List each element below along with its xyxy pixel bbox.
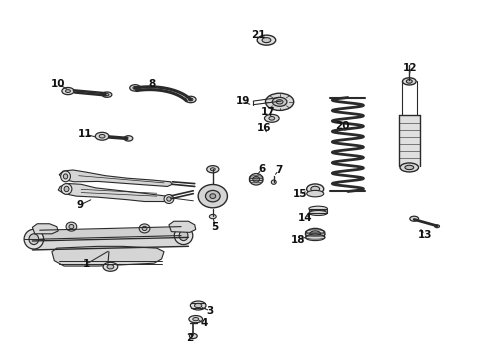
Ellipse shape bbox=[305, 234, 325, 240]
Text: 12: 12 bbox=[402, 63, 417, 73]
Text: 8: 8 bbox=[148, 79, 155, 89]
Ellipse shape bbox=[265, 93, 293, 111]
Ellipse shape bbox=[103, 262, 118, 271]
Ellipse shape bbox=[179, 230, 187, 240]
Ellipse shape bbox=[209, 215, 216, 219]
Ellipse shape bbox=[409, 216, 418, 221]
Ellipse shape bbox=[249, 174, 263, 185]
Text: 7: 7 bbox=[274, 165, 282, 175]
Ellipse shape bbox=[194, 303, 202, 308]
Text: 18: 18 bbox=[290, 235, 305, 245]
Ellipse shape bbox=[107, 265, 114, 269]
Ellipse shape bbox=[129, 85, 140, 91]
Polygon shape bbox=[168, 221, 195, 232]
Ellipse shape bbox=[308, 206, 327, 211]
Ellipse shape bbox=[63, 174, 68, 179]
Ellipse shape bbox=[209, 194, 215, 198]
Ellipse shape bbox=[406, 80, 411, 83]
Ellipse shape bbox=[271, 180, 276, 184]
Ellipse shape bbox=[62, 87, 74, 95]
Ellipse shape bbox=[190, 301, 205, 310]
Text: 21: 21 bbox=[250, 30, 265, 40]
Ellipse shape bbox=[124, 136, 133, 141]
Ellipse shape bbox=[210, 168, 215, 171]
Ellipse shape bbox=[206, 166, 219, 173]
Ellipse shape bbox=[188, 316, 202, 323]
Text: 4: 4 bbox=[201, 319, 208, 328]
Text: 3: 3 bbox=[206, 306, 214, 316]
Text: 15: 15 bbox=[292, 189, 306, 199]
Ellipse shape bbox=[189, 333, 197, 338]
Polygon shape bbox=[59, 170, 172, 186]
Text: 6: 6 bbox=[257, 164, 264, 174]
Ellipse shape bbox=[306, 190, 323, 197]
Ellipse shape bbox=[308, 211, 327, 216]
Ellipse shape bbox=[399, 163, 418, 172]
Polygon shape bbox=[52, 246, 163, 266]
Ellipse shape bbox=[205, 190, 220, 202]
Ellipse shape bbox=[64, 186, 69, 192]
Ellipse shape bbox=[268, 117, 274, 120]
Ellipse shape bbox=[257, 35, 275, 45]
Ellipse shape bbox=[262, 38, 270, 42]
Ellipse shape bbox=[95, 132, 109, 140]
Text: 1: 1 bbox=[82, 259, 89, 269]
Ellipse shape bbox=[133, 86, 137, 89]
Text: 9: 9 bbox=[76, 200, 83, 210]
Text: 20: 20 bbox=[334, 121, 348, 131]
Text: 14: 14 bbox=[297, 213, 312, 222]
Ellipse shape bbox=[309, 231, 320, 237]
Ellipse shape bbox=[66, 222, 77, 231]
Ellipse shape bbox=[69, 225, 74, 229]
Ellipse shape bbox=[402, 78, 415, 85]
Ellipse shape bbox=[306, 184, 323, 194]
Polygon shape bbox=[32, 224, 58, 234]
Ellipse shape bbox=[272, 97, 286, 106]
Ellipse shape bbox=[99, 134, 105, 138]
Text: 13: 13 bbox=[417, 230, 431, 239]
Ellipse shape bbox=[166, 197, 171, 201]
Ellipse shape bbox=[264, 114, 279, 122]
Text: 5: 5 bbox=[211, 222, 219, 231]
Ellipse shape bbox=[24, 229, 43, 249]
Ellipse shape bbox=[276, 100, 283, 104]
Text: 11: 11 bbox=[78, 129, 92, 139]
Text: 19: 19 bbox=[235, 96, 249, 106]
Ellipse shape bbox=[61, 184, 72, 194]
Text: 10: 10 bbox=[51, 79, 65, 89]
Ellipse shape bbox=[102, 92, 112, 97]
Ellipse shape bbox=[188, 98, 192, 101]
Text: 2: 2 bbox=[186, 333, 193, 343]
Ellipse shape bbox=[61, 171, 70, 182]
Text: 17: 17 bbox=[260, 107, 275, 117]
Ellipse shape bbox=[404, 165, 413, 170]
Ellipse shape bbox=[252, 176, 259, 182]
Ellipse shape bbox=[305, 228, 325, 239]
Ellipse shape bbox=[192, 318, 198, 321]
Ellipse shape bbox=[310, 186, 319, 192]
Ellipse shape bbox=[185, 96, 196, 103]
Ellipse shape bbox=[139, 224, 150, 233]
Ellipse shape bbox=[65, 90, 70, 93]
Ellipse shape bbox=[434, 225, 439, 228]
Ellipse shape bbox=[142, 226, 147, 230]
Text: 16: 16 bbox=[256, 123, 271, 133]
Ellipse shape bbox=[163, 194, 173, 203]
Ellipse shape bbox=[174, 226, 192, 244]
Ellipse shape bbox=[29, 234, 39, 244]
Ellipse shape bbox=[198, 184, 227, 208]
Ellipse shape bbox=[105, 94, 109, 96]
Polygon shape bbox=[58, 184, 171, 202]
